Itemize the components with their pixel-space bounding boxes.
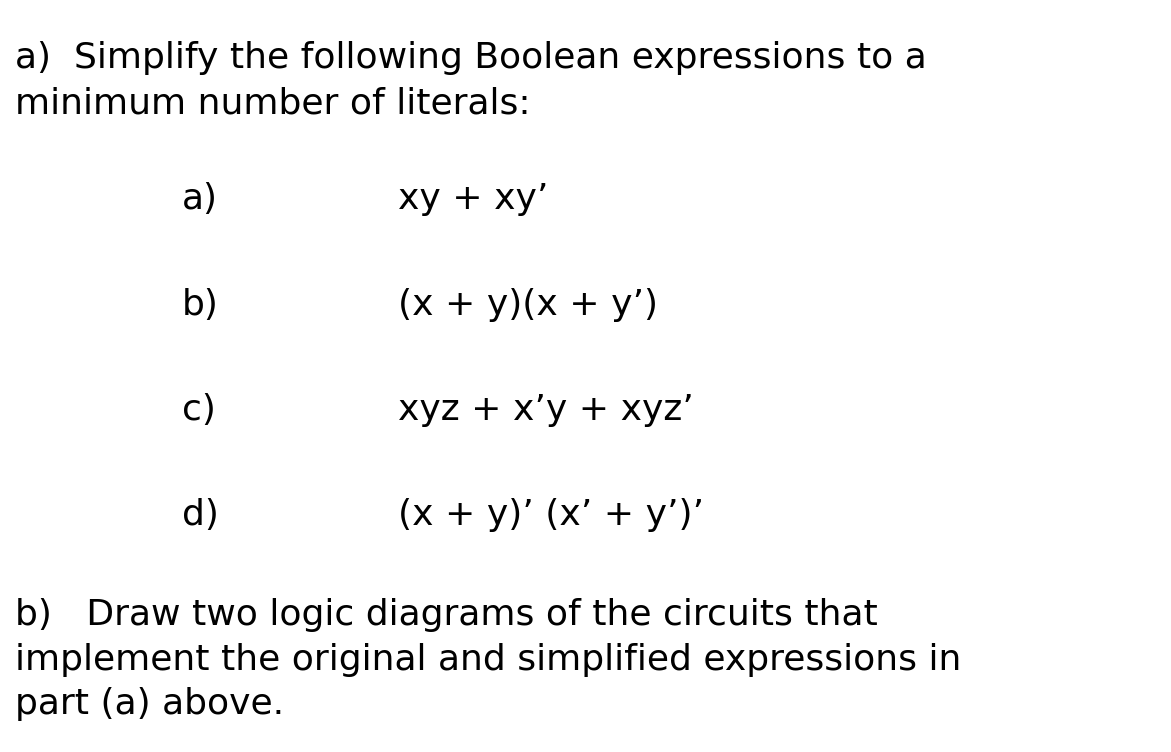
Text: b)   Draw two logic diagrams of the circuits that
implement the original and sim: b) Draw two logic diagrams of the circui… <box>15 598 961 721</box>
Text: (x + y)(x + y’): (x + y)(x + y’) <box>398 287 658 322</box>
Text: xyz + x’y + xyz’: xyz + x’y + xyz’ <box>398 393 694 427</box>
Text: b): b) <box>182 287 218 322</box>
Text: d): d) <box>182 498 218 532</box>
Text: a)  Simplify the following Boolean expressions to a
minimum number of literals:: a) Simplify the following Boolean expres… <box>15 41 927 120</box>
Text: a): a) <box>182 182 218 217</box>
Text: xy + xy’: xy + xy’ <box>398 182 548 217</box>
Text: (x + y)’ (x’ + y’)’: (x + y)’ (x’ + y’)’ <box>398 498 704 532</box>
Text: c): c) <box>182 393 215 427</box>
